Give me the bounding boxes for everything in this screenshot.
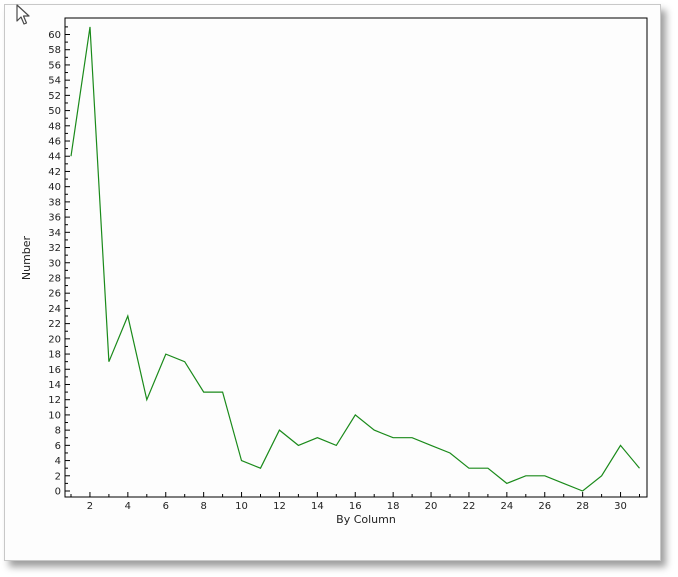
y-tick-label: 58 [48,45,61,56]
x-axis-label: By Column [336,513,396,526]
y-tick-label: 18 [48,350,61,361]
x-tick-label: 14 [311,501,324,512]
x-tick-label: 6 [163,501,169,512]
y-tick-label: 54 [48,76,61,87]
y-tick-label: 48 [48,121,61,132]
y-tick-label: 2 [55,471,61,482]
x-tick-label: 20 [425,501,438,512]
series-line [70,26,640,492]
chart-panel [4,4,661,561]
x-tick-label: 18 [387,501,400,512]
y-tick-label: 4 [55,456,61,467]
y-tick-label: 36 [48,213,61,224]
y-axis-label: Number [20,235,33,280]
y-tick-label: 34 [48,228,61,239]
plot-area [64,17,648,498]
y-tick-label: 6 [55,441,61,452]
y-tick-label: 42 [48,167,61,178]
y-tick-label: 44 [48,152,61,163]
y-tick-label: 20 [48,334,61,345]
x-tick-label: 12 [273,501,286,512]
y-tick-label: 28 [48,273,61,284]
y-tick-label: 30 [48,258,61,269]
x-tick-label: 26 [538,501,551,512]
y-tick-label: 46 [48,137,61,148]
y-tick-label: 0 [55,487,61,498]
y-tick-label: 56 [48,60,61,71]
y-axis: 0246810121416182022242628303234363840424… [48,26,70,498]
y-tick-label: 8 [55,426,61,437]
x-tick-label: 30 [614,501,627,512]
y-tick-label: 12 [48,395,61,406]
x-tick-label: 2 [87,501,93,512]
x-tick-label: 8 [200,501,206,512]
x-tick-label: 24 [500,501,513,512]
y-tick-label: 60 [48,30,61,41]
y-tick-label: 32 [48,243,61,254]
y-tick-label: 24 [48,304,61,315]
x-tick-label: 10 [235,501,248,512]
x-tick-label: 22 [463,501,476,512]
y-tick-label: 16 [48,365,61,376]
series-points [70,25,642,492]
y-tick-label: 14 [48,380,61,391]
y-tick-label: 38 [48,197,61,208]
mouse-pointer-icon [16,4,30,25]
y-tick-label: 26 [48,289,61,300]
x-axis: 2 4 6 8 10 12 14 16 18 20 22 24 26 28 30 [70,492,640,512]
x-tick-label: 16 [349,501,362,512]
y-tick-label: 10 [48,410,61,421]
y-tick-label: 40 [48,182,61,193]
y-tick-label: 22 [48,319,61,330]
y-tick-label: 50 [48,106,61,117]
x-tick-label: 4 [125,501,131,512]
x-tick-label: 28 [576,501,589,512]
y-tick-label: 52 [48,91,61,102]
